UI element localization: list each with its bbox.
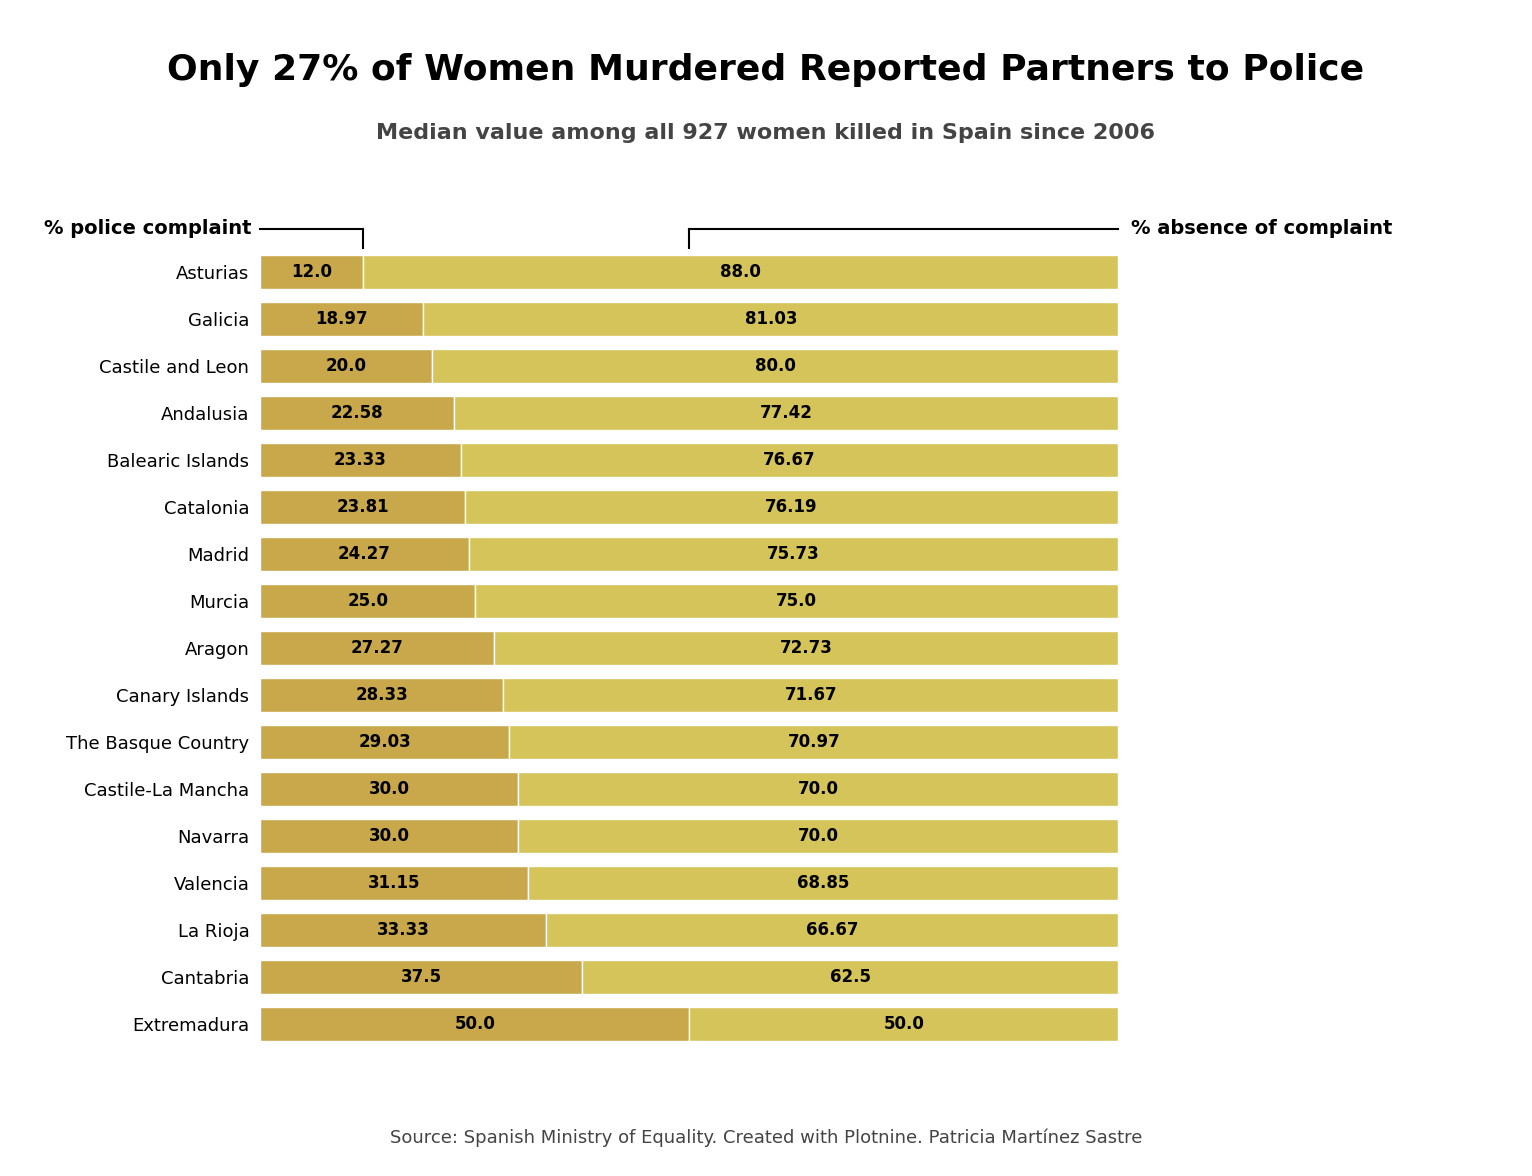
Bar <box>510 726 1118 759</box>
Text: 20.0: 20.0 <box>326 356 366 375</box>
Text: 76.67: 76.67 <box>763 450 815 469</box>
Bar <box>260 490 464 523</box>
Text: 81.03: 81.03 <box>745 309 797 328</box>
Bar <box>260 302 423 335</box>
Text: % police complaint: % police complaint <box>44 219 251 239</box>
Text: % absence of complaint: % absence of complaint <box>1131 219 1393 239</box>
Text: 80.0: 80.0 <box>755 356 795 375</box>
Bar <box>260 773 518 806</box>
Text: 66.67: 66.67 <box>806 921 858 940</box>
Bar <box>260 537 469 570</box>
Bar <box>260 820 518 853</box>
Text: 22.58: 22.58 <box>331 403 383 422</box>
Text: 77.42: 77.42 <box>760 403 812 422</box>
Text: Median value among all 927 women killed in Spain since 2006: Median value among all 927 women killed … <box>377 123 1155 143</box>
Bar <box>260 961 582 994</box>
Bar <box>547 914 1118 947</box>
Text: 28.33: 28.33 <box>355 686 409 704</box>
Text: 62.5: 62.5 <box>830 968 870 987</box>
Text: 30.0: 30.0 <box>369 780 409 799</box>
Text: 72.73: 72.73 <box>780 639 833 657</box>
Text: 25.0: 25.0 <box>348 592 388 610</box>
Text: 30.0: 30.0 <box>369 827 409 846</box>
Bar <box>260 679 504 711</box>
Bar <box>475 584 1118 617</box>
Bar <box>260 349 432 382</box>
Text: 76.19: 76.19 <box>764 497 818 516</box>
Bar <box>582 961 1118 994</box>
Text: 71.67: 71.67 <box>784 686 836 704</box>
Text: Source: Spanish Ministry of Equality. Created with Plotnine. Patricia Martínez S: Source: Spanish Ministry of Equality. Cr… <box>389 1128 1143 1147</box>
Text: 27.27: 27.27 <box>351 639 404 657</box>
Bar <box>518 773 1118 806</box>
Bar <box>260 1008 689 1041</box>
Text: 50.0: 50.0 <box>455 1015 495 1034</box>
Bar <box>260 584 475 617</box>
Text: 50.0: 50.0 <box>884 1015 924 1034</box>
Bar <box>504 679 1118 711</box>
Bar <box>423 302 1118 335</box>
Bar <box>527 867 1118 900</box>
Text: 70.97: 70.97 <box>787 733 841 751</box>
Text: 12.0: 12.0 <box>291 262 332 281</box>
Bar <box>260 914 547 947</box>
Bar <box>260 396 453 429</box>
Text: 68.85: 68.85 <box>797 874 849 893</box>
Text: 75.73: 75.73 <box>768 544 820 563</box>
Text: 23.33: 23.33 <box>334 450 388 469</box>
Bar <box>464 490 1118 523</box>
Text: 24.27: 24.27 <box>339 544 391 563</box>
Text: 88.0: 88.0 <box>720 262 761 281</box>
Bar <box>260 867 527 900</box>
Bar <box>469 537 1118 570</box>
Text: 18.97: 18.97 <box>316 309 368 328</box>
Bar <box>260 726 510 759</box>
Text: Only 27% of Women Murdered Reported Partners to Police: Only 27% of Women Murdered Reported Part… <box>167 53 1365 87</box>
Text: 70.0: 70.0 <box>798 827 838 846</box>
Bar <box>363 255 1118 288</box>
Bar <box>260 632 495 664</box>
Text: 37.5: 37.5 <box>401 968 441 987</box>
Bar <box>260 443 461 476</box>
Bar <box>432 349 1118 382</box>
Text: 33.33: 33.33 <box>377 921 430 940</box>
Text: 70.0: 70.0 <box>798 780 838 799</box>
Bar <box>495 632 1118 664</box>
Text: 23.81: 23.81 <box>336 497 389 516</box>
Bar <box>260 255 363 288</box>
Bar <box>689 1008 1118 1041</box>
Bar <box>461 443 1118 476</box>
Text: 29.03: 29.03 <box>358 733 412 751</box>
Bar <box>518 820 1118 853</box>
Text: 75.0: 75.0 <box>777 592 817 610</box>
Text: 31.15: 31.15 <box>368 874 420 893</box>
Bar <box>453 396 1118 429</box>
